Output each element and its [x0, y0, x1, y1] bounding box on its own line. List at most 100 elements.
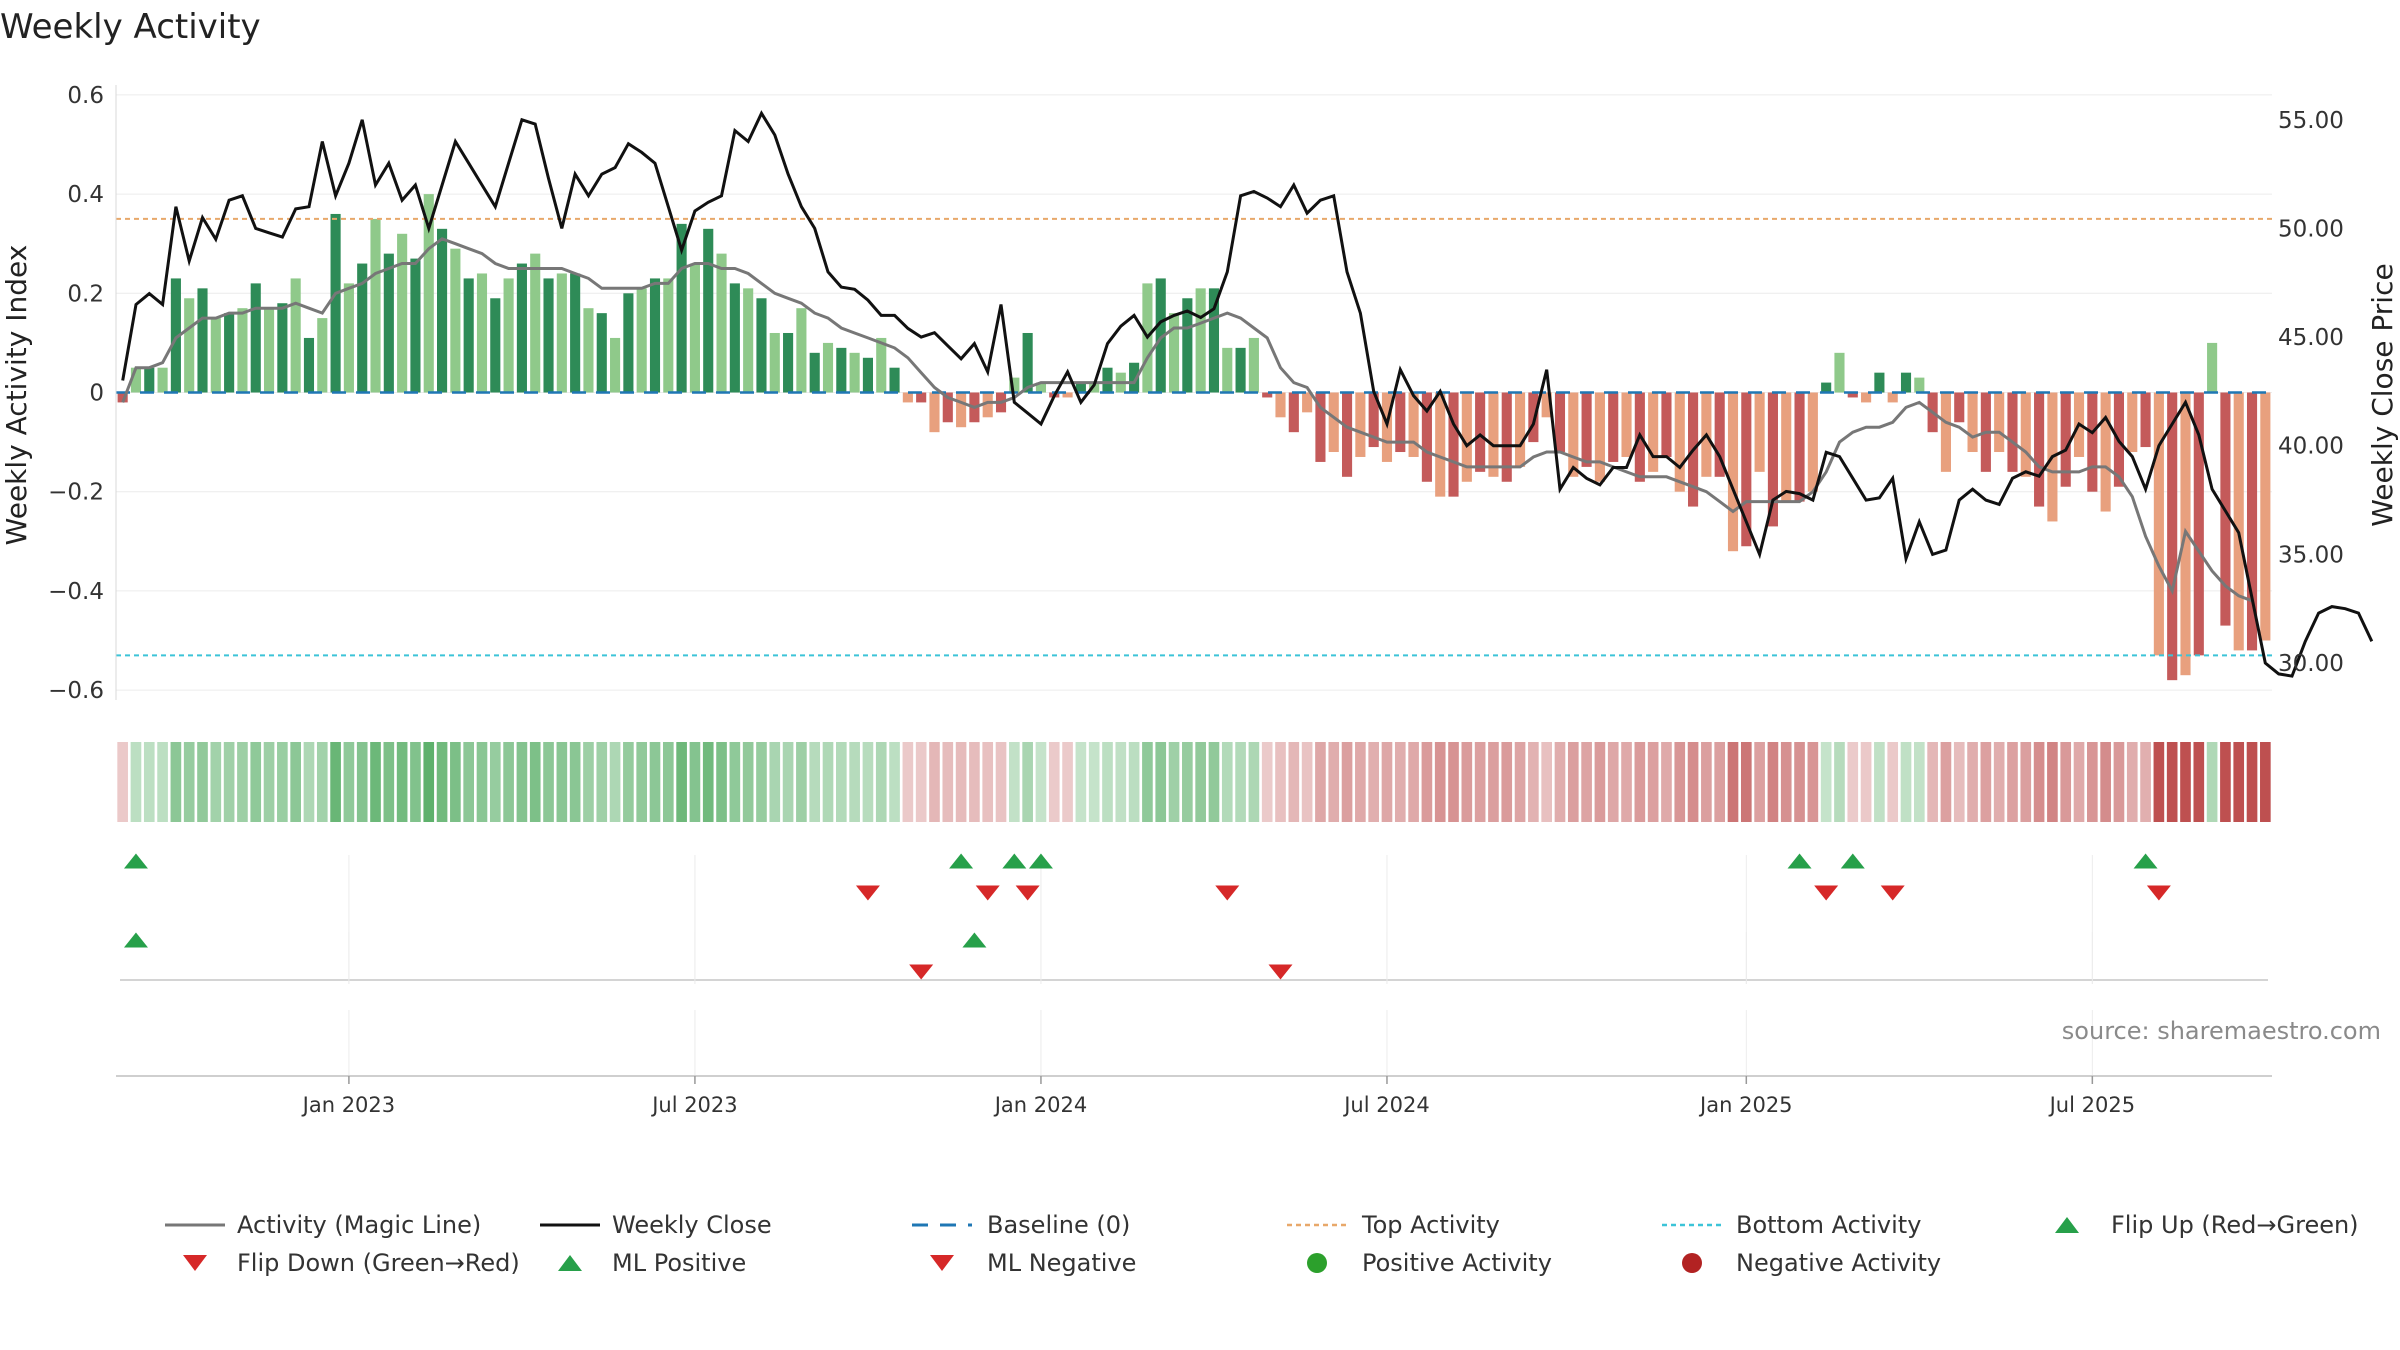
heat-strip-cell: [2233, 742, 2245, 822]
heat-strip-cell: [2246, 742, 2258, 822]
y-tick-label: −0.4: [48, 579, 104, 605]
heat-strip-cell: [117, 742, 128, 822]
activity-bar: [929, 392, 940, 433]
activity-bar: [1940, 392, 1951, 472]
activity-bar: [1222, 347, 1233, 393]
heat-strip-cell: [410, 742, 421, 822]
heat-strip-cell: [702, 742, 714, 822]
activity-bar: [1714, 392, 1725, 477]
heat-strip-cell: [1315, 742, 1326, 822]
heat-strip-cell: [2060, 742, 2072, 822]
heat-strip-cell: [662, 742, 674, 822]
activity-bar: [1408, 392, 1419, 457]
heat-strip-cell: [2193, 742, 2205, 822]
activity-bar: [1608, 392, 1619, 462]
activity-bar: [463, 278, 474, 393]
activity-bar: [610, 337, 621, 393]
heat-strip-cell: [2087, 742, 2098, 822]
activity-bar: [716, 253, 727, 393]
y2-tick-label: 40.00: [2278, 434, 2344, 460]
activity-bar: [583, 308, 594, 393]
activity-bars: [117, 194, 2271, 681]
activity-bar: [2087, 392, 2098, 492]
heat-strip-cell: [676, 742, 687, 822]
activity-bar: [1568, 392, 1579, 477]
activity-bar: [303, 337, 315, 393]
activity-bar: [490, 298, 501, 393]
heat-strip-cell: [1488, 742, 1499, 822]
legend-symbol-mlpos: [558, 1255, 582, 1271]
heat-strip-cell: [1208, 742, 1220, 822]
heat-strip-cell: [1927, 742, 1938, 822]
flip-down-marker: [1880, 885, 1905, 901]
heat-strip-cell: [1820, 742, 1832, 822]
legend-label-magic: Activity (Magic Line): [237, 1211, 481, 1239]
heat-strip-cell: [1261, 742, 1273, 822]
heat-strip-cell: [982, 742, 994, 822]
activity-bar: [237, 308, 248, 393]
heat-strip-cell: [1275, 742, 1286, 822]
heat-strip-cell: [1953, 742, 1965, 822]
heat-strip-cell: [290, 742, 301, 822]
activity-bar: [2007, 392, 2018, 472]
signal-markers: [120, 853, 2268, 1080]
heat-strip-cell: [2140, 742, 2151, 822]
activity-bar: [636, 288, 647, 393]
activity-bar: [1302, 392, 1313, 413]
heat-strip-cell: [596, 742, 608, 822]
ml-negative-marker: [1268, 964, 1293, 980]
activity-bar: [663, 278, 674, 393]
y-tick-label: −0.2: [48, 480, 104, 506]
activity-bar: [1262, 392, 1273, 398]
activity-bar: [383, 253, 394, 393]
y2-axis-label: Weekly Close Price: [2366, 263, 2399, 526]
flip-up-marker: [1840, 853, 1865, 869]
heat-strip-cell: [1235, 742, 1246, 822]
heat-strip-cell: [223, 742, 235, 822]
heat-strip-cell: [1634, 742, 1646, 822]
heat-strip-cell: [130, 742, 142, 822]
activity-bar: [676, 223, 687, 393]
heat-strip-cell: [1647, 742, 1659, 822]
heat-strip-cell: [1009, 742, 1020, 822]
x-tick-label: Jul 2025: [2048, 1093, 2135, 1117]
heat-strip-cell: [995, 742, 1007, 822]
legend-label-negact: Negative Activity: [1736, 1249, 1941, 1277]
heat-strip-cell: [649, 742, 661, 822]
heat-strip-cell: [2047, 742, 2058, 822]
activity-bar: [2034, 392, 2045, 507]
activity-bar: [476, 273, 488, 393]
activity-bar: [1847, 392, 1858, 398]
flip-down-marker: [1215, 885, 1240, 901]
heat-strip-cell: [1754, 742, 1765, 822]
heat-strip-cell: [1221, 742, 1233, 822]
heat-strip-cell: [1088, 742, 1100, 822]
heat-strip-cell: [2206, 742, 2218, 822]
activity-bar: [729, 283, 740, 393]
y2-tick-label: 35.00: [2278, 542, 2344, 568]
heat-strip-cell: [1434, 742, 1446, 822]
heat-strip-cell: [263, 742, 275, 822]
activity-bar: [370, 218, 381, 393]
legend: Activity (Magic Line) Weekly Close Baselin…: [165, 1211, 2359, 1277]
ml-positive-marker: [123, 932, 148, 948]
activity-bar: [1754, 392, 1765, 472]
heat-strip-cell: [929, 742, 940, 822]
activity-bar: [317, 318, 328, 393]
activity-bar: [596, 313, 607, 393]
heat-strip-cell: [569, 742, 581, 822]
activity-bar: [703, 228, 714, 393]
heat-strip-cell: [529, 742, 541, 822]
activity-bar: [1235, 347, 1246, 393]
heat-strip-cell: [2033, 742, 2045, 822]
activity-bar: [1355, 392, 1366, 457]
activity-bar: [2246, 392, 2258, 651]
series-lines: [121, 110, 2374, 678]
activity-bar: [1861, 392, 1872, 403]
activity-bar: [1102, 367, 1113, 393]
heat-strip-cell: [1940, 742, 1952, 822]
heat-strip-cell: [463, 742, 475, 822]
activity-bar: [1488, 392, 1499, 477]
heat-strip-cell: [1168, 742, 1180, 822]
